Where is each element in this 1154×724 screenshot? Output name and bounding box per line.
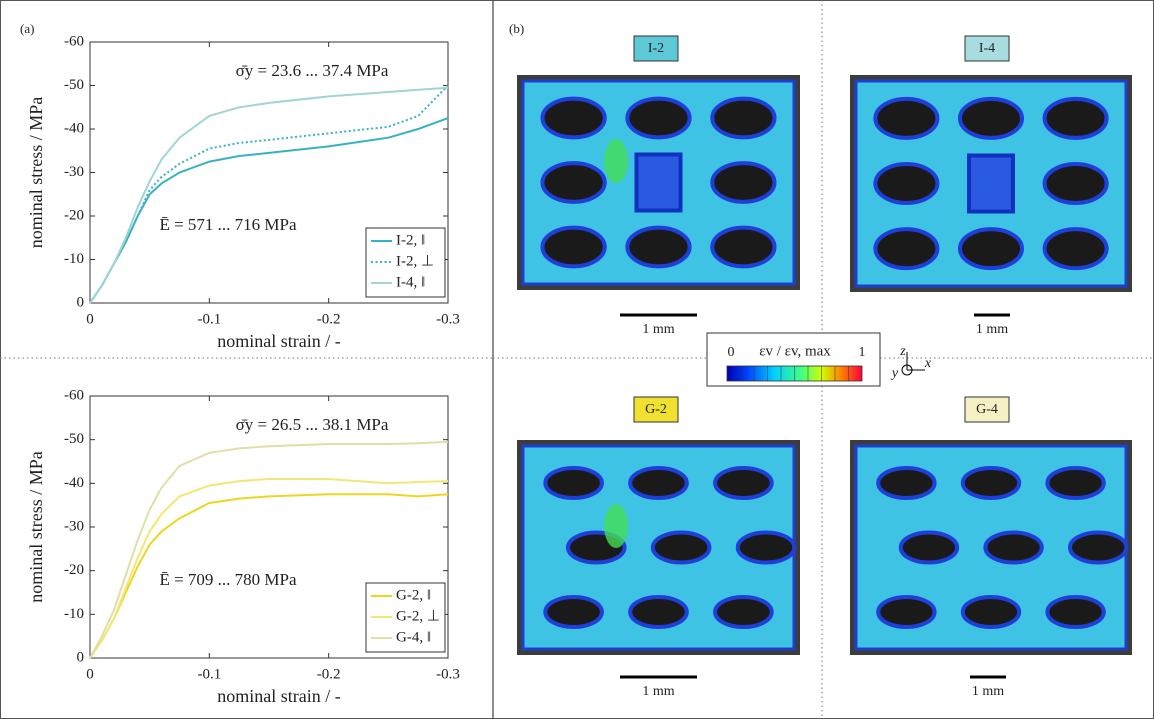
triad-label: z [899, 344, 906, 359]
legend-label: G-2, ‖ [396, 587, 431, 603]
x-axis-label: nominal strain / - [217, 686, 340, 706]
pore [712, 99, 774, 138]
strain-peak [604, 504, 628, 548]
x-tick-label: 0 [86, 666, 94, 682]
y-tick-label: -40 [64, 120, 84, 136]
strut [637, 155, 681, 211]
image-label: G-2 [645, 402, 667, 417]
legend-label: G-2, ⊥ [396, 608, 440, 624]
pore [542, 99, 604, 138]
pore [542, 228, 604, 267]
y-tick-label: 0 [77, 649, 85, 665]
y-tick-label: 0 [77, 294, 85, 310]
figure: (a) (b) 0 -10 -20 -30 -40 -50 -60 0 -0.1 -0.2 -0.3… [0, 0, 1154, 719]
x-tick-label: 0 [86, 311, 94, 327]
colorbar-max: 1 [859, 345, 866, 360]
pore [878, 468, 934, 498]
pore [1045, 229, 1107, 268]
pore [1045, 164, 1107, 203]
legend-label: I-4, ‖ [396, 274, 425, 290]
x-axis-label: nominal strain / - [217, 331, 340, 351]
triad-label: x [924, 356, 932, 371]
pore [627, 228, 689, 267]
annotation: σ̄y = 23.6 ... 37.4 MPa [236, 61, 389, 80]
y-tick-label: -20 [64, 562, 84, 578]
strain-peak [604, 139, 628, 183]
pore [963, 468, 1019, 498]
pore [715, 597, 772, 627]
y-tick-label: -40 [64, 475, 84, 491]
x-tick-label: -0.1 [197, 311, 221, 327]
pore [1070, 532, 1126, 562]
pore [545, 468, 602, 498]
image-label: I-4 [979, 41, 995, 56]
y-tick-label: -30 [64, 164, 84, 180]
annotation: σ̄y = 26.5 ... 38.1 MPa [236, 415, 389, 434]
panel-label: (a) [20, 21, 34, 36]
legend-label: G-4, ‖ [396, 629, 431, 645]
specimen-image [517, 440, 800, 655]
pore [963, 597, 1019, 627]
pore [875, 164, 937, 203]
x-tick-label: -0.1 [197, 666, 221, 682]
legend-label: I-2, ⊥ [396, 253, 434, 269]
annotation: Ē = 571 ... 716 MPa [159, 215, 297, 234]
y-tick-label: -10 [64, 606, 84, 622]
scale-bar-label: 1 mm [976, 322, 1008, 337]
x-tick-label: -0.3 [436, 311, 460, 327]
y-tick-label: -50 [64, 431, 84, 447]
strut [969, 156, 1013, 212]
image-label: G-4 [976, 402, 998, 417]
x-tick-label: -0.2 [317, 666, 341, 682]
pore [1047, 597, 1103, 627]
specimen-image [517, 75, 800, 290]
panel-label: (b) [509, 21, 524, 36]
pore [1045, 99, 1107, 138]
y-tick-label: -30 [64, 518, 84, 534]
pore [875, 99, 937, 138]
pore [715, 468, 772, 498]
pore [878, 597, 934, 627]
image-label: I-2 [648, 41, 664, 56]
y-tick-label: -20 [64, 207, 84, 223]
pore [738, 532, 795, 562]
scale-bar-label: 1 mm [642, 684, 674, 699]
pore [542, 163, 604, 202]
pore [875, 229, 937, 268]
x-tick-label: -0.3 [436, 666, 460, 682]
pore [1047, 468, 1103, 498]
y-tick-label: -10 [64, 251, 84, 267]
annotation: Ē = 709 ... 780 MPa [159, 570, 297, 589]
pore [545, 597, 602, 627]
scale-bar-label: 1 mm [972, 684, 1004, 699]
pore [960, 99, 1022, 138]
colorbar-min: 0 [728, 345, 735, 360]
pore [985, 532, 1041, 562]
pore [630, 597, 687, 627]
pore [901, 532, 957, 562]
pore [630, 468, 687, 498]
y-axis-label: nominal stress / MPa [26, 97, 46, 249]
pore [712, 163, 774, 202]
pore [627, 99, 689, 138]
scale-bar-label: 1 mm [642, 322, 674, 337]
pore [712, 228, 774, 267]
specimen-image [850, 75, 1132, 292]
y-axis-label: nominal stress / MPa [26, 451, 46, 603]
x-tick-label: -0.2 [317, 311, 341, 327]
y-tick-label: -50 [64, 77, 84, 93]
y-tick-label: -60 [64, 33, 84, 49]
specimen-image [850, 440, 1132, 655]
colorbar-label: εv / εv, max [759, 343, 831, 359]
legend-label: I-2, ‖ [396, 232, 425, 248]
pore [960, 229, 1022, 268]
y-tick-label: -60 [64, 387, 84, 403]
pore [653, 532, 710, 562]
triad-label: y [890, 366, 899, 381]
